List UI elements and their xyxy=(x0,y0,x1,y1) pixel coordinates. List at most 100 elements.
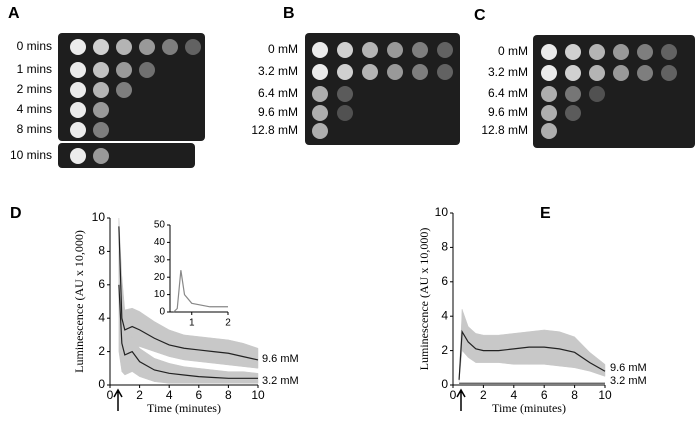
y-tick-label: 10 xyxy=(154,289,166,300)
colony-spot xyxy=(93,102,109,118)
colony-spot xyxy=(412,64,428,80)
arrow xyxy=(113,388,123,411)
colony-spot xyxy=(661,65,677,81)
panel-label: C xyxy=(474,7,486,24)
colony-spot xyxy=(116,62,132,78)
colony-spot xyxy=(437,64,453,80)
colony-spot xyxy=(312,86,328,102)
colony-spot xyxy=(93,39,109,55)
series-label: 3.2 mM xyxy=(610,375,647,387)
colony-spot xyxy=(93,82,109,98)
colony-spot xyxy=(565,86,581,102)
row-label: 9.6 mM xyxy=(258,105,298,119)
colony-spot xyxy=(337,105,353,121)
y-tick-label: 20 xyxy=(154,272,166,283)
colony-spot xyxy=(70,62,86,78)
x-tick-label: 6 xyxy=(541,388,548,402)
plate-photo xyxy=(533,35,695,148)
x-tick-label: 0 xyxy=(450,388,457,402)
error-band xyxy=(228,371,244,384)
panel-label: B xyxy=(283,5,295,22)
row-label: 6.4 mM xyxy=(488,86,528,100)
colony-spot xyxy=(337,42,353,58)
series-label: 9.6 mM xyxy=(610,362,647,374)
y-axis-label: Luminescence (AU x 10,000) xyxy=(72,230,86,373)
colony-spot xyxy=(70,82,86,98)
series-line xyxy=(458,329,606,380)
series-line xyxy=(118,226,259,361)
series-label: 3.2 mM xyxy=(262,375,299,387)
colony-spot xyxy=(362,42,378,58)
y-tick-label: 40 xyxy=(154,237,166,248)
colony-spot xyxy=(312,42,328,58)
row-label: 1 mins xyxy=(17,62,52,76)
x-axis-label: Time (minutes) xyxy=(492,401,566,415)
y-tick-label: 10 xyxy=(435,205,449,219)
y-tick-label: 8 xyxy=(98,244,105,258)
colony-spot xyxy=(565,65,581,81)
colony-spot xyxy=(541,65,557,81)
error-band xyxy=(483,334,499,363)
colony-spot xyxy=(312,105,328,121)
x-tick-label: 1 xyxy=(189,318,195,329)
row-label: 3.2 mM xyxy=(258,64,298,78)
colony-spot xyxy=(337,86,353,102)
error-band xyxy=(124,336,133,376)
y-tick-label: 2 xyxy=(441,343,448,357)
y-tick-label: 8 xyxy=(441,240,448,254)
x-tick-label: 10 xyxy=(251,388,265,402)
colony-spot xyxy=(589,86,605,102)
row-label: 0 mM xyxy=(498,44,528,58)
row-label: 0 mins xyxy=(17,39,52,53)
colony-spot xyxy=(565,44,581,60)
series-line xyxy=(173,270,228,313)
plate-photo xyxy=(58,143,195,168)
colony-spot xyxy=(387,64,403,80)
colony-spot xyxy=(661,44,677,60)
x-tick-label: 6 xyxy=(195,388,202,402)
colony-spot xyxy=(116,82,132,98)
panel-label: D xyxy=(10,205,22,222)
colony-spot xyxy=(93,122,109,138)
y-tick-label: 6 xyxy=(98,277,105,291)
x-tick-label: 2 xyxy=(480,388,487,402)
colony-spot xyxy=(387,42,403,58)
colony-spot xyxy=(185,39,201,55)
colony-spot xyxy=(589,44,605,60)
colony-spot xyxy=(589,65,605,81)
colony-spot xyxy=(541,123,557,139)
colony-spot xyxy=(93,62,109,78)
error-band xyxy=(213,369,229,384)
x-tick-label: 0 xyxy=(107,388,114,402)
colony-spot xyxy=(362,64,378,80)
row-label: 4 mins xyxy=(17,102,52,116)
error-band xyxy=(242,371,259,384)
colony-spot xyxy=(565,105,581,121)
colony-spot xyxy=(312,123,328,139)
error-band xyxy=(467,325,477,364)
y-tick-label: 4 xyxy=(98,310,105,324)
y-tick-label: 0 xyxy=(441,377,448,391)
y-tick-label: 6 xyxy=(441,274,448,288)
error-band xyxy=(589,351,606,377)
plate-photo xyxy=(305,33,460,145)
panel-label: E xyxy=(540,205,551,222)
colony-spot xyxy=(70,122,86,138)
colony-spot xyxy=(70,102,86,118)
colony-spot xyxy=(337,64,353,80)
x-axis-label: Time (minutes) xyxy=(147,401,221,415)
row-label: 12.8 mM xyxy=(251,123,298,137)
y-tick-label: 0 xyxy=(98,377,105,391)
row-label: 8 mins xyxy=(17,122,52,136)
row-label: 12.8 mM xyxy=(481,123,528,137)
x-tick-label: 8 xyxy=(225,388,232,402)
colony-spot xyxy=(93,148,109,164)
colony-spot xyxy=(139,39,155,55)
row-label: 9.6 mM xyxy=(488,105,528,119)
colony-spot xyxy=(437,42,453,58)
y-tick-label: 10 xyxy=(92,210,106,224)
colony-spot xyxy=(70,148,86,164)
colony-spot xyxy=(637,65,653,81)
